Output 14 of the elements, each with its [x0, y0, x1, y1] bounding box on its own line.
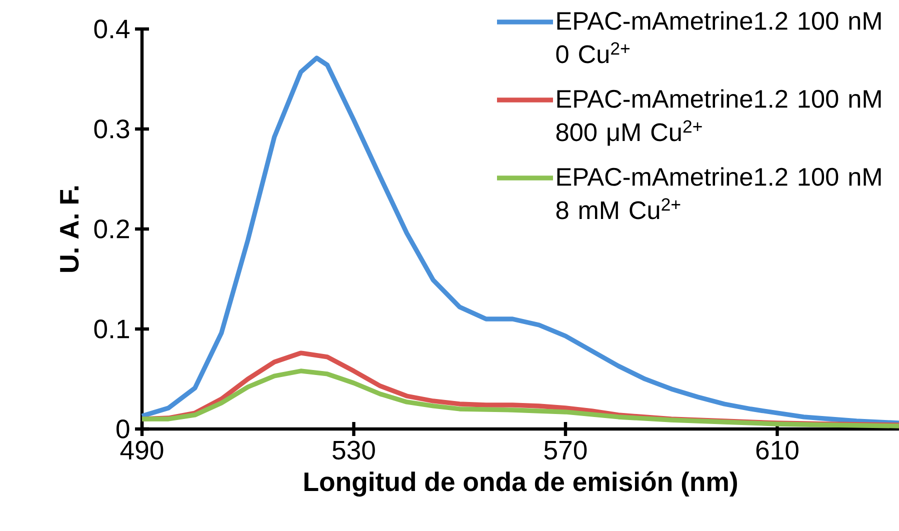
- y-tick-label: 0.1: [94, 320, 129, 338]
- legend-label: EPAC-mAmetrine1.2 100 nM 8 mM Cu$^{2+}$: [556, 167, 881, 220]
- y-axis-title: U. A. F.: [60, 186, 79, 272]
- y-tick-label: 0.4: [94, 20, 130, 38]
- y-tick-label: 0.2: [94, 220, 129, 238]
- x-tick-label: 530: [332, 440, 375, 460]
- legend-label: EPAC-mAmetrine1.2 100 nM 800 μM Cu$^{2+}$: [556, 89, 881, 146]
- legend-label: EPAC-mAmetrine1.2 100 nM 0 Cu$^{2+}$: [556, 11, 881, 64]
- x-axis-title: Longitud de onda de emisión (nm): [304, 471, 737, 497]
- y-tick-label: 0.3: [94, 120, 130, 138]
- x-tick-label: 570: [544, 440, 587, 460]
- y-tick-label: 0: [116, 420, 130, 438]
- x-tick-label: 490: [120, 440, 164, 460]
- x-tick-label: 610: [756, 440, 798, 460]
